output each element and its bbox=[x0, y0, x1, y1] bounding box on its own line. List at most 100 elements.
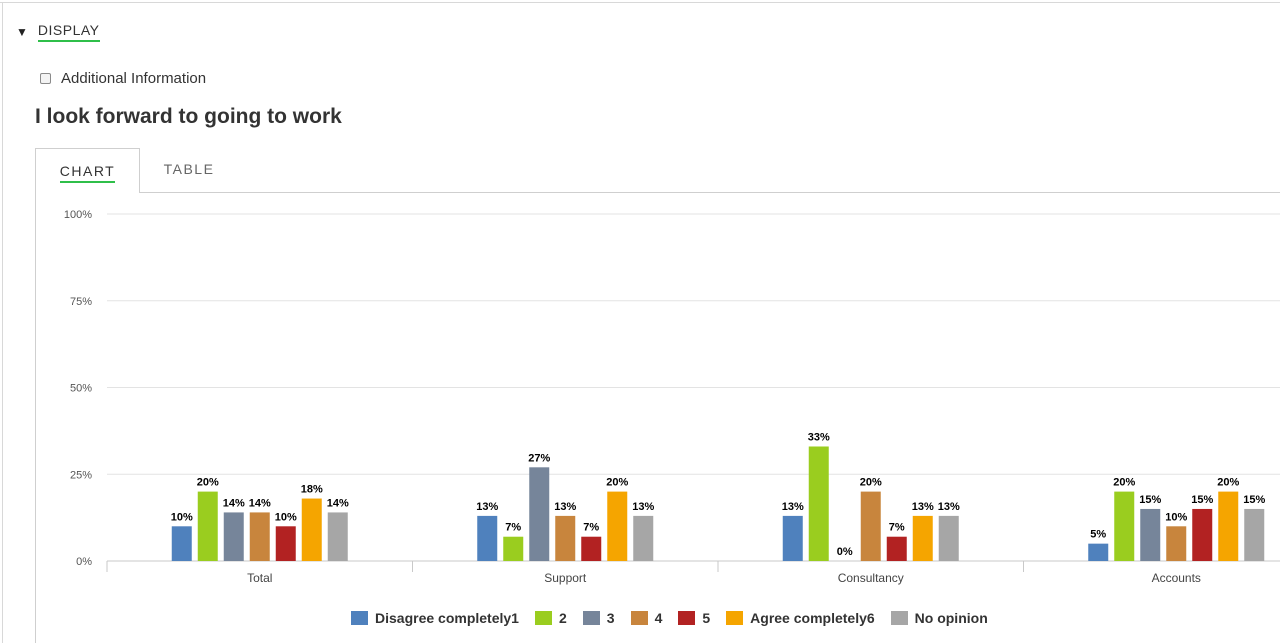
display-toggle[interactable]: ▼ DISPLAY bbox=[16, 22, 100, 42]
legend-label: 5 bbox=[702, 610, 711, 626]
bar bbox=[1166, 526, 1187, 561]
legend-item[interactable]: 4 bbox=[630, 610, 663, 626]
data-label: 15% bbox=[1139, 494, 1161, 506]
bar bbox=[633, 515, 654, 561]
top-border bbox=[0, 2, 1280, 3]
y-tick-label: 25% bbox=[70, 469, 92, 481]
legend-swatch bbox=[630, 611, 648, 625]
bar bbox=[1140, 508, 1161, 561]
legend-label: 4 bbox=[654, 610, 663, 626]
left-border bbox=[2, 2, 3, 643]
x-category-label: Support bbox=[544, 571, 587, 585]
bar bbox=[529, 467, 550, 561]
data-label: 5% bbox=[1090, 529, 1106, 541]
bar bbox=[860, 491, 881, 561]
legend-label: No opinion bbox=[914, 610, 988, 626]
data-label: 0% bbox=[837, 546, 853, 558]
tab-chart[interactable]: CHART bbox=[35, 148, 140, 193]
bar bbox=[912, 515, 933, 561]
bar bbox=[938, 515, 959, 561]
bar bbox=[171, 526, 192, 561]
legend-label: 3 bbox=[606, 610, 615, 626]
x-category-label: Total bbox=[247, 571, 272, 585]
legend-item[interactable]: No opinion bbox=[890, 610, 988, 626]
data-label: 7% bbox=[889, 522, 905, 534]
bar bbox=[1244, 508, 1265, 561]
legend-item[interactable]: 3 bbox=[582, 610, 615, 626]
bar bbox=[1088, 543, 1109, 561]
data-label: 13% bbox=[632, 501, 654, 513]
legend-label: Agree completely6 bbox=[750, 610, 875, 626]
data-label: 10% bbox=[171, 511, 193, 523]
legend-item[interactable]: Disagree completely1 bbox=[351, 610, 519, 626]
additional-information-label: Additional Information bbox=[61, 70, 207, 87]
data-label: 33% bbox=[808, 431, 830, 443]
data-label: 20% bbox=[606, 477, 628, 489]
data-label: 7% bbox=[505, 522, 521, 534]
bar-chart: 0% 25% 50% 75% 100% 10% 20% 14% 14% 10% 18% 14% Tota… bbox=[64, 209, 1280, 585]
tab-chart-label: CHART bbox=[59, 163, 116, 183]
data-label: 18% bbox=[301, 484, 323, 496]
legend-swatch bbox=[890, 611, 908, 625]
x-category-label: Consultancy bbox=[838, 571, 904, 585]
bar bbox=[503, 536, 524, 561]
view-tabs: CHART TABLE bbox=[35, 148, 1280, 193]
y-tick-label: 75% bbox=[70, 296, 92, 308]
data-label: 27% bbox=[528, 452, 550, 464]
x-category-label: Accounts bbox=[1152, 571, 1201, 585]
legend-item[interactable]: 2 bbox=[534, 610, 567, 626]
bar bbox=[808, 446, 829, 561]
data-label: 13% bbox=[554, 501, 576, 513]
bar bbox=[1114, 491, 1135, 561]
tab-table-label: TABLE bbox=[163, 161, 215, 177]
caret-down-icon: ▼ bbox=[16, 25, 28, 39]
data-label: 13% bbox=[912, 501, 934, 513]
legend-swatch bbox=[351, 611, 368, 625]
bar bbox=[249, 512, 270, 561]
data-label: 20% bbox=[860, 477, 882, 489]
legend-swatch bbox=[534, 611, 552, 625]
data-label: 13% bbox=[476, 501, 498, 513]
tab-table[interactable]: TABLE bbox=[140, 148, 238, 193]
data-label: 15% bbox=[1243, 494, 1265, 506]
data-label: 7% bbox=[583, 522, 599, 534]
data-label: 20% bbox=[1217, 477, 1239, 489]
display-label: DISPLAY bbox=[37, 22, 100, 42]
chart-panel-border bbox=[35, 192, 36, 643]
bar bbox=[886, 536, 907, 561]
bar bbox=[607, 491, 628, 561]
question-title: I look forward to going to work bbox=[35, 105, 342, 128]
bar bbox=[223, 512, 244, 561]
bar bbox=[1218, 491, 1239, 561]
data-label: 15% bbox=[1191, 494, 1213, 506]
bar bbox=[477, 515, 498, 561]
bar bbox=[581, 536, 602, 561]
data-label: 20% bbox=[197, 477, 219, 489]
y-tick-label: 50% bbox=[70, 383, 92, 395]
data-label: 13% bbox=[938, 501, 960, 513]
data-label: 10% bbox=[1165, 511, 1187, 523]
legend-label: 2 bbox=[558, 610, 567, 626]
legend-item[interactable]: 5 bbox=[678, 610, 710, 626]
data-label: 14% bbox=[223, 497, 245, 509]
legend-swatch bbox=[582, 611, 600, 625]
bar bbox=[782, 515, 803, 561]
legend-label: Disagree completely1 bbox=[375, 610, 519, 626]
bar bbox=[555, 515, 576, 561]
data-label: 14% bbox=[249, 497, 271, 509]
legend-swatch bbox=[678, 611, 696, 625]
bar bbox=[197, 491, 218, 561]
bar bbox=[1192, 508, 1213, 561]
chart-legend: Disagree completely1 2 3 4 5 Agree completely… bbox=[351, 610, 1004, 626]
additional-information-option[interactable]: Additional Information bbox=[40, 70, 206, 87]
data-label: 13% bbox=[782, 501, 804, 513]
legend-item[interactable]: Agree completely6 bbox=[726, 610, 875, 626]
additional-information-checkbox[interactable] bbox=[40, 73, 51, 84]
bar bbox=[327, 512, 348, 561]
bar bbox=[275, 526, 296, 561]
y-tick-label: 0% bbox=[76, 556, 92, 568]
data-label: 10% bbox=[275, 511, 297, 523]
y-tick-label: 100% bbox=[64, 209, 92, 221]
data-label: 20% bbox=[1113, 477, 1135, 489]
tabs-baseline bbox=[139, 192, 1280, 193]
